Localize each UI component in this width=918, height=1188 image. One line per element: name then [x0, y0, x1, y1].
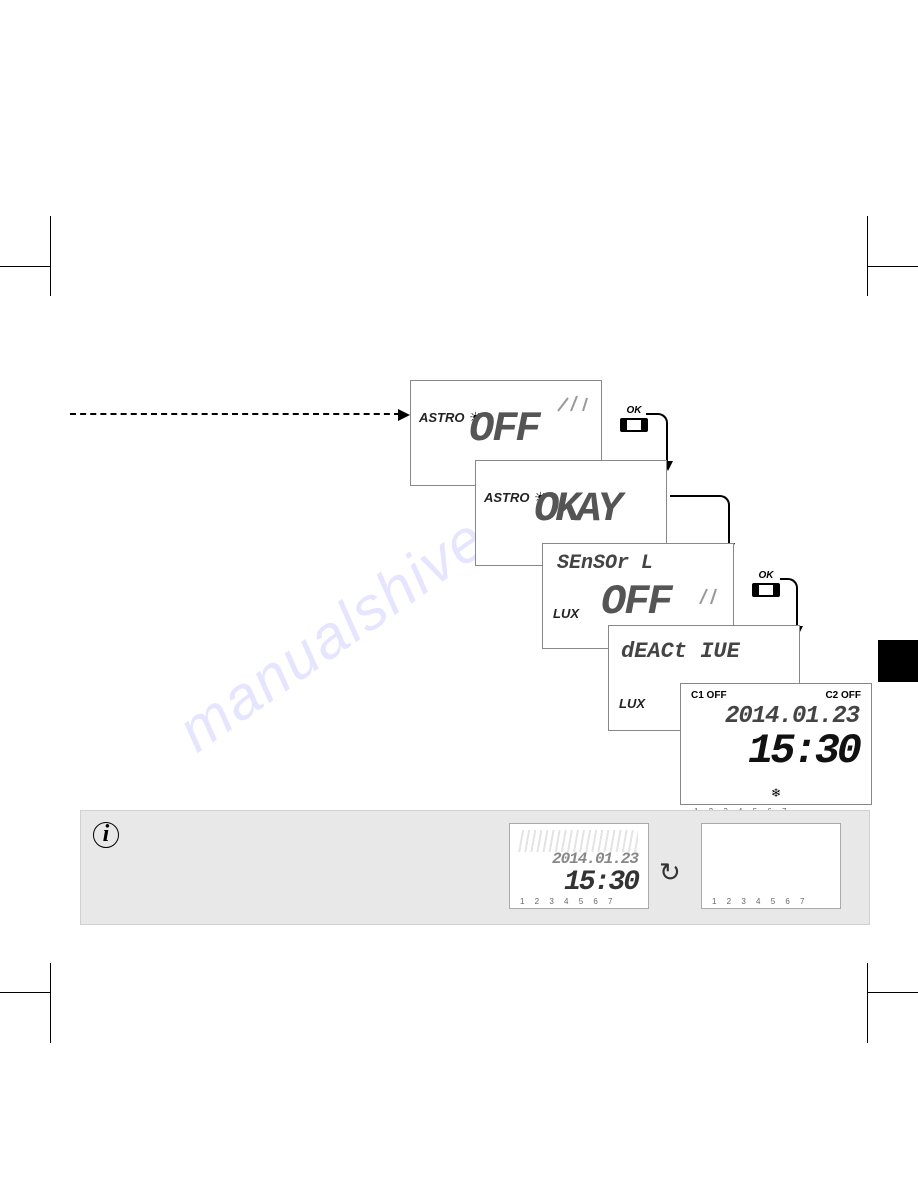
connector-arrow: [646, 413, 668, 463]
info-time: 15:30: [564, 866, 638, 900]
crop-mark: [867, 216, 868, 296]
astro-okay-value: OKAY: [534, 489, 619, 529]
blink-lines-icon: [553, 393, 593, 415]
connector-arrow: [780, 578, 798, 628]
date-display: 2014.01.23: [725, 708, 859, 726]
refresh-icon: ↻: [659, 857, 681, 888]
c2-status: C2 OFF: [825, 690, 861, 701]
crop-mark: [0, 266, 50, 267]
sensor-off-value: OFF: [601, 582, 671, 622]
lux-label: LUX: [553, 606, 579, 621]
time-display: 15:30: [748, 734, 859, 768]
crop-mark: [0, 992, 50, 993]
crop-mark: [868, 992, 918, 993]
lux-label: LUX: [619, 696, 645, 711]
astro-label: ASTRO: [419, 410, 465, 425]
info-screen-after: 1 2 3 4 5 6 7: [701, 823, 841, 909]
blink-lines-icon: [697, 586, 727, 608]
button-icon: [752, 583, 780, 597]
days-row: 1 2 3 4 5 6 7: [520, 897, 616, 906]
crop-mark: [867, 963, 868, 1043]
astro-off-value: OFF: [469, 409, 539, 449]
info-panel: i 2014.01.23 15:30 1 2 3 4 5 6 7 ↻ 1 2 3…: [80, 810, 870, 925]
crop-mark: [868, 266, 918, 267]
ghost-segments: [518, 830, 638, 852]
c1-status: C1 OFF: [691, 690, 727, 701]
days-row: 1 2 3 4 5 6 7: [712, 897, 808, 906]
crop-mark: [50, 216, 51, 296]
info-screen-before: 2014.01.23 15:30 1 2 3 4 5 6 7: [509, 823, 649, 909]
screen-main-datetime: C1 OFF C2 OFF 2014.01.23 15:30 ❄: [680, 683, 872, 805]
ok-label: OK: [759, 570, 774, 581]
sensor-label: SEnSOr L: [557, 554, 653, 574]
snowflake-icon: ❄: [771, 786, 781, 800]
page: manualshive.com ASTRO ☀ OFF OK ASTRO ☀ O…: [0, 0, 918, 1188]
button-icon: [620, 418, 648, 432]
info-icon: i: [93, 821, 119, 848]
page-tab: [878, 640, 918, 682]
crop-mark: [50, 963, 51, 1043]
deactivate-text: dEACt IUE: [621, 642, 740, 662]
connector-arrow: [670, 495, 730, 545]
entry-arrow: [70, 413, 400, 415]
ok-label: OK: [627, 405, 642, 416]
astro-label: ASTRO: [484, 490, 530, 505]
